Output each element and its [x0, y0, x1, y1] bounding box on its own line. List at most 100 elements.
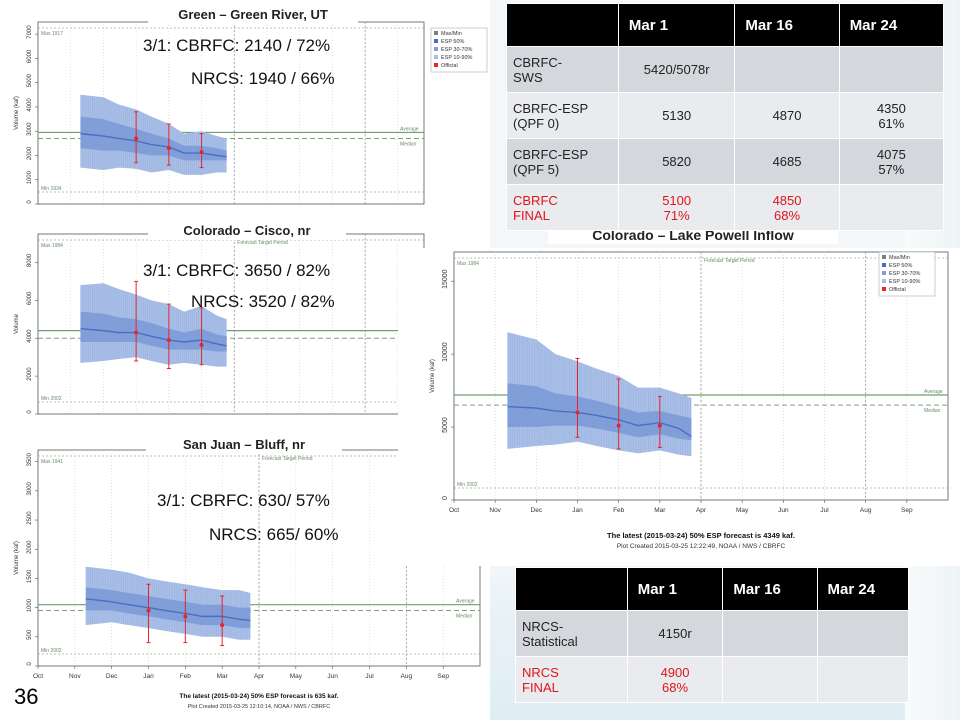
chart-green-river: 0 1000 2000 3000 4000 5000 6000 7000 Volume (kaf… [4, 14, 490, 214]
green-legend-label: ESP 10-90% [441, 55, 473, 61]
table-cbrfc-header-1: Mar 1 [617, 3, 736, 47]
table-cbrfc-cell-c1: 5130 [617, 92, 736, 139]
powell-xtick-label: Jan [572, 507, 583, 514]
powell-xtick-label: Nov [489, 507, 501, 514]
powell-ytick-label: 5000 [442, 417, 449, 433]
bluff-ytick-label: 2000 [27, 540, 33, 554]
table-cbrfc-cell-c3 [838, 184, 945, 231]
powell-official-point [657, 423, 662, 428]
chart-green-river-svg: 0 1000 2000 3000 4000 5000 6000 7000 Volume (kaf… [14, 21, 488, 205]
table-cbrfc-cell-c1: 5100 71% [617, 184, 736, 231]
table-cbrfc-cell-label: CBRFC FINAL [506, 184, 619, 231]
green-ytick-label: 1000 [27, 170, 33, 184]
powell-average-label: Average [924, 389, 943, 395]
table-cbrfc-cell-c2 [734, 46, 840, 93]
table-cbrfc: Mar 1 Mar 16 Mar 24 CBRFC- SWS 5420/5078r CBRF… [506, 3, 945, 231]
cisco-min-label: Min 2002 [41, 396, 62, 402]
table-nrcs-cell-c3 [816, 656, 910, 703]
chart-title-green: Green – Green River, UT [148, 6, 358, 24]
green-esp50-line [80, 132, 227, 158]
powell-legend-swatch [882, 271, 886, 275]
table-cbrfc-header-2: Mar 16 [734, 3, 840, 47]
green-ytick-label: 5000 [27, 73, 33, 87]
table-cbrfc-row: CBRFC- SWS 5420/5078r [506, 46, 945, 93]
bluff-min-label: Min 2002 [41, 648, 62, 654]
green-legend-swatch [434, 63, 438, 67]
slide-number: 36 [10, 684, 43, 710]
powell-xtick-label: Apr [696, 507, 707, 514]
bluff-xtick-label: Nov [69, 673, 81, 680]
table-nrcs-row: NRCS- Statistical 4150r [515, 610, 910, 657]
bluff-ytick-label: 0 [27, 662, 33, 666]
annotation-green-nrcs: NRCS: 1940 / 66% [191, 69, 335, 88]
green-ytick-label: 6000 [27, 49, 33, 63]
table-nrcs-cell-label: NRCS FINAL [515, 656, 628, 703]
bluff-band-esp-30-70 [85, 587, 251, 629]
annotation-cisco-nrcs: NRCS: 3520 / 82% [191, 292, 335, 311]
bluff-ylabel: Volume (kaf) [14, 541, 20, 575]
powell-legend-label: Official [889, 287, 906, 293]
powell-legend-label: ESP 50% [889, 263, 913, 269]
powell-ylabel: Volume (kaf) [430, 359, 436, 393]
bluff-xtick-label: Dec [106, 673, 118, 680]
table-cbrfc-cell-c1: 5820 [617, 138, 736, 185]
green-legend-label: ESP 50% [441, 39, 465, 45]
green-legend-label: ESP 30-70% [441, 47, 473, 53]
green-average-label: Average [400, 126, 419, 132]
bluff-ytick-label: 500 [27, 629, 33, 640]
chart-title-cisco: Colorado – Cisco, nr [148, 222, 346, 240]
chart-title-bluff: San Juan – Bluff, nr [146, 436, 342, 454]
powell-footer-created: Plot Created 2015-03-25 12:22:49, NOAA /… [617, 543, 786, 550]
cisco-max-label: Max 1984 [41, 243, 63, 249]
table-nrcs-header-2: Mar 16 [722, 567, 818, 611]
table-cbrfc-cell-c2: 4685 [734, 138, 840, 185]
green-ytick-label: 3000 [27, 122, 33, 136]
green-min-label: Min 1934 [41, 186, 62, 192]
bluff-xtick-label: Mar [217, 673, 229, 680]
table-nrcs-cell-c2 [722, 610, 818, 657]
annotation-bluff-nrcs: NRCS: 665/ 60% [209, 525, 339, 544]
green-legend-label: Official [441, 63, 458, 69]
bluff-ytick-label: 1000 [27, 598, 33, 612]
powell-legend-label: Max/Min [889, 255, 910, 261]
cisco-ytick-label: 6000 [27, 291, 33, 305]
green-official-point [134, 136, 139, 141]
bluff-footer-created: Plot Created 2015-03-25 12:10:14, NOAA /… [188, 704, 330, 710]
table-cbrfc-header-0 [506, 3, 619, 47]
table-nrcs-header-row: Mar 1 Mar 16 Mar 24 [515, 567, 910, 611]
annotation-cisco-cbrfc: 3/1: CBRFC: 3650 / 82% [143, 261, 331, 280]
powell-xtick-label: Aug [860, 507, 872, 514]
cisco-ytick-label: 4000 [27, 329, 33, 343]
table-cbrfc-row: CBRFC-ESP (QPF 5) 5820 4685 4075 57% [506, 138, 945, 185]
table-nrcs-header-1: Mar 1 [626, 567, 724, 611]
chart-bluff-svg: 0 500 1000 1500 2000 2500 3000 3500 Volume (kaf)… [14, 449, 481, 710]
cisco-forecast-label: Forecast Target Period [237, 240, 288, 246]
bluff-ytick-label: 2500 [27, 511, 33, 525]
table-cbrfc-cell-c2: 4850 68% [734, 184, 840, 231]
powell-legend-swatch [882, 287, 886, 291]
powell-esp50-line [507, 405, 692, 438]
green-ytick-label: 7000 [27, 25, 33, 39]
annotation-bluff-cbrfc: 3/1: CBRFC: 630/ 57% [157, 491, 330, 510]
powell-xtick-label: Jun [778, 507, 789, 514]
green-ylabel: Volume (kaf) [14, 96, 20, 130]
table-cbrfc-cell-c3: 4350 61% [838, 92, 945, 139]
table-cbrfc-cell-label: CBRFC-ESP (QPF 0) [506, 92, 619, 139]
green-median-label: Median [400, 141, 417, 147]
powell-legend-swatch [882, 279, 886, 283]
cisco-official-point [134, 330, 139, 335]
powell-xtick-label: Dec [531, 507, 543, 514]
powell-xtick-label: Oct [449, 507, 459, 514]
chart-cisco-svg: 0 2000 4000 6000 8000 Volume Max 1984 Min 2002 F… [14, 233, 425, 415]
cisco-ylabel: Volume [14, 313, 20, 334]
table-nrcs-cell-c2 [722, 656, 818, 703]
powell-forecast-label: Forecast Target Period [704, 258, 755, 264]
table-cbrfc-row: CBRFC FINAL 5100 71% 4850 68% [506, 184, 945, 231]
cisco-ytick-label: 0 [27, 410, 33, 414]
powell-min-label: Min 2002 [457, 482, 478, 488]
table-cbrfc-header-row: Mar 1 Mar 16 Mar 24 [506, 3, 945, 47]
bluff-official-point [220, 623, 225, 628]
table-nrcs: Mar 1 Mar 16 Mar 24 NRCS- Statistical 4150r NR… [515, 567, 910, 703]
powell-official-point [575, 410, 580, 415]
green-legend-label: Max/Min [441, 31, 462, 37]
